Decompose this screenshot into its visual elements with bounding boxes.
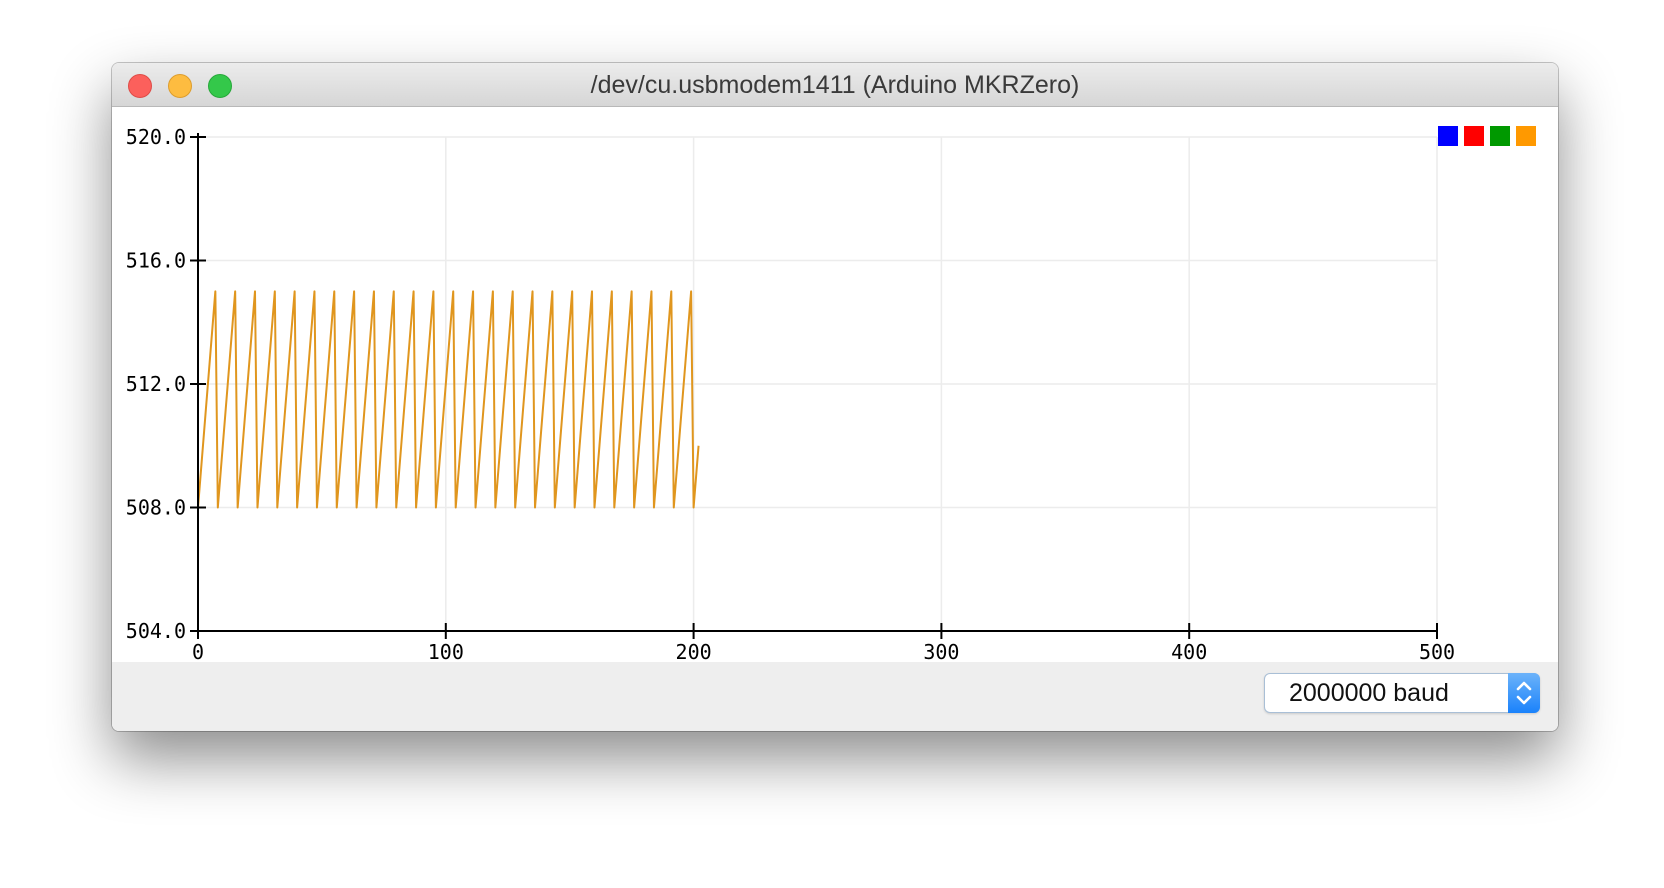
serial-plotter-window: /dev/cu.usbmodem1411 (Arduino MKRZero) 5… xyxy=(112,63,1558,731)
x-tick-label: 100 xyxy=(428,640,464,662)
legend-swatch xyxy=(1464,126,1484,146)
legend-swatch xyxy=(1516,126,1536,146)
title-bar: /dev/cu.usbmodem1411 (Arduino MKRZero) xyxy=(112,63,1558,107)
x-tick-label: 500 xyxy=(1419,640,1455,662)
x-tick-label: 300 xyxy=(923,640,959,662)
y-tick-label: 508.0 xyxy=(126,496,186,520)
legend-swatch xyxy=(1490,126,1510,146)
baud-rate-value: 2000000 baud xyxy=(1289,679,1449,707)
y-tick-label: 516.0 xyxy=(126,249,186,273)
legend-swatch xyxy=(1438,126,1458,146)
close-window-button[interactable] xyxy=(128,74,152,98)
minimize-window-button[interactable] xyxy=(168,74,192,98)
y-tick-label: 520.0 xyxy=(126,125,186,149)
x-tick-label: 400 xyxy=(1171,640,1207,662)
y-tick-label: 512.0 xyxy=(126,372,186,396)
line-chart: 504.0 508.0 512.0 516.0 520.0 0 100 200 300 400 50… xyxy=(126,125,1536,662)
chevron-up-down-icon[interactable] xyxy=(1508,673,1540,713)
x-tick-label: 200 xyxy=(676,640,712,662)
data-series-line xyxy=(197,290,700,509)
plot-area: 504.0 508.0 512.0 516.0 520.0 0 100 200 300 400 50… xyxy=(112,107,1558,662)
zoom-window-button[interactable] xyxy=(208,74,232,98)
x-tick-label: 0 xyxy=(192,640,204,662)
baud-rate-select[interactable]: 2000000 baud xyxy=(1264,673,1540,713)
y-tick-label: 504.0 xyxy=(126,619,186,643)
window-title: /dev/cu.usbmodem1411 (Arduino MKRZero) xyxy=(590,71,1080,99)
bottom-toolbar: 2000000 baud xyxy=(112,662,1558,731)
